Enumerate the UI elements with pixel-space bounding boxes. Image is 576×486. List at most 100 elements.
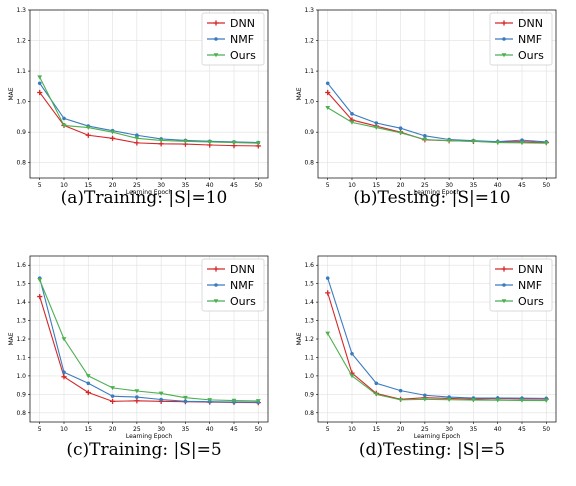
x-axis-label: Learning Epoch xyxy=(414,189,461,196)
x-tick-label: 45 xyxy=(230,182,238,189)
y-tick-label: 1.0 xyxy=(304,373,314,380)
y-tick-label: 1.3 xyxy=(304,318,314,325)
chart-training-s10: 0.8 0.9 1.0 1.1 1.2 1.3 5 10 15 20 25 30 35 40 45 50 Lea… xyxy=(8,7,269,196)
data-point xyxy=(110,394,115,398)
x-axis-label: Learning Epoch xyxy=(126,189,173,196)
data-point xyxy=(37,81,42,86)
x-tick-label: 50 xyxy=(542,182,550,189)
series-line xyxy=(327,277,547,399)
plot-frame xyxy=(317,9,557,179)
series-ours xyxy=(37,278,261,404)
y-tick-label: 1.5 xyxy=(304,281,314,288)
legend-marker xyxy=(213,53,219,58)
legend-marker xyxy=(501,20,507,26)
data-point xyxy=(519,141,525,146)
data-point xyxy=(255,141,261,146)
data-point xyxy=(158,138,164,143)
data-point xyxy=(471,398,476,403)
data-point xyxy=(110,386,115,391)
legend: DNN NMF Ours xyxy=(201,258,265,312)
legend: DNN NMF Ours xyxy=(489,258,553,312)
series-nmf xyxy=(325,276,549,401)
legend-marker xyxy=(502,37,506,41)
data-point xyxy=(520,138,524,142)
x-tick-label: 5 xyxy=(38,426,42,433)
data-point xyxy=(37,293,43,300)
panel-testing-s10: 0.8 0.9 1.0 1.1 1.2 1.3 5 10 15 20 25 30 35 40 45 50 Lea… xyxy=(288,0,576,242)
y-tick-label: 0.8 xyxy=(16,160,26,167)
legend-label: NMF xyxy=(230,33,254,46)
x-tick-label: 15 xyxy=(84,182,92,189)
y-tick-label: 1.6 xyxy=(16,262,26,269)
plot-frame xyxy=(29,9,269,179)
data-point xyxy=(37,278,43,283)
series-line xyxy=(39,279,259,402)
data-point xyxy=(61,374,67,380)
data-point xyxy=(543,141,549,146)
x-tick-label: 35 xyxy=(470,426,478,433)
legend-label: Ours xyxy=(230,49,256,62)
y-tick-label: 1.0 xyxy=(304,99,314,106)
data-point xyxy=(398,398,403,403)
series-line xyxy=(39,92,259,147)
legend-box xyxy=(489,12,553,66)
legend-label: DNN xyxy=(230,17,255,30)
x-tick-label: 10 xyxy=(348,182,356,189)
series-line xyxy=(327,333,547,402)
data-point xyxy=(183,139,188,144)
data-point xyxy=(158,391,164,396)
legend-marker xyxy=(501,266,507,272)
y-tick-label: 0.9 xyxy=(304,391,314,398)
legend-label: NMF xyxy=(518,279,542,292)
y-tick-label: 1.2 xyxy=(304,38,314,45)
x-tick-label: 20 xyxy=(109,182,117,189)
data-point xyxy=(349,374,355,379)
series-line xyxy=(327,82,547,143)
data-point xyxy=(61,123,67,128)
x-tick-label: 35 xyxy=(182,182,190,189)
caption-testing-s10: (b)Testing: |S|=10 xyxy=(353,188,511,208)
legend-marker xyxy=(501,53,507,58)
legend: DNN NMF Ours xyxy=(201,12,265,66)
data-point xyxy=(110,130,115,135)
data-point xyxy=(207,140,213,145)
data-point xyxy=(37,89,43,96)
data-point xyxy=(422,397,428,402)
data-point xyxy=(495,140,501,145)
data-point xyxy=(37,75,43,80)
x-tick-label: 20 xyxy=(397,182,405,189)
x-tick-label: 50 xyxy=(254,182,262,189)
legend-marker xyxy=(501,299,507,304)
data-point xyxy=(349,120,355,125)
data-point xyxy=(159,397,163,402)
legend-label: Ours xyxy=(230,295,256,308)
y-tick-label: 1.2 xyxy=(16,336,26,343)
data-point xyxy=(134,389,140,394)
data-point xyxy=(85,389,91,396)
data-point xyxy=(134,140,140,146)
x-tick-label: 15 xyxy=(84,426,92,433)
series-ours xyxy=(325,331,549,403)
series-ours xyxy=(37,75,261,146)
x-tick-label: 15 xyxy=(372,182,380,189)
data-point xyxy=(325,89,331,96)
data-point xyxy=(423,393,427,398)
legend-label: DNN xyxy=(518,17,543,30)
legend: DNN NMF Ours xyxy=(489,12,553,66)
x-tick-label: 35 xyxy=(470,182,478,189)
legend-label: NMF xyxy=(518,33,542,46)
y-axis-label: MAE xyxy=(296,87,303,100)
x-tick-label: 50 xyxy=(542,426,550,433)
y-tick-label: 0.8 xyxy=(16,410,26,417)
data-point xyxy=(446,138,452,144)
y-tick-label: 1.1 xyxy=(304,354,314,361)
data-point xyxy=(135,395,139,399)
data-point xyxy=(62,370,66,374)
x-tick-label: 10 xyxy=(60,426,68,433)
y-tick-label: 1.4 xyxy=(16,299,26,306)
data-point xyxy=(325,290,331,296)
data-point xyxy=(325,331,331,336)
x-axis-label: Learning Epoch xyxy=(414,433,461,440)
caption-testing-s5: (d)Testing: |S|=5 xyxy=(358,440,506,460)
y-tick-label: 0.9 xyxy=(16,129,26,136)
